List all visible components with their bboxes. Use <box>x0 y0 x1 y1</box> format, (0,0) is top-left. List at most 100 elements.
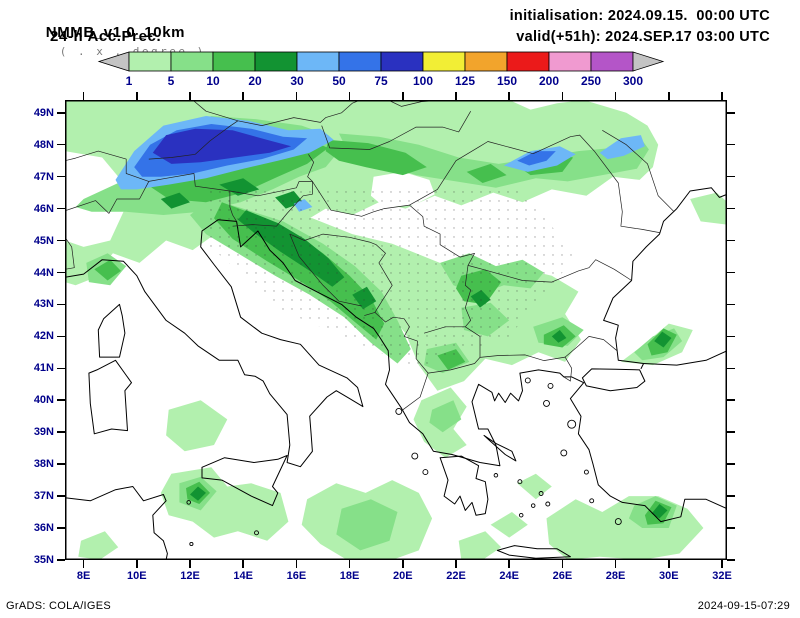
lon-tick-label: 8E <box>76 570 91 582</box>
precip-region-level-4 <box>654 331 672 348</box>
country-border <box>299 154 315 182</box>
country-border <box>232 181 313 227</box>
colorbar-tick-label: 150 <box>497 74 517 88</box>
lat-tick-label: 46N <box>33 202 54 215</box>
island-outline <box>560 449 568 457</box>
lon-tick-top <box>242 92 244 100</box>
lon-tick-label: 32E <box>712 570 732 582</box>
lon-tick <box>508 560 510 568</box>
colorbar-cell <box>380 51 424 72</box>
lat-tick <box>57 143 65 146</box>
lon-tick-label: 18E <box>339 570 360 582</box>
colorbar-cell <box>548 51 592 72</box>
island-outline <box>422 469 429 476</box>
country-border <box>289 233 393 316</box>
lat-tick-right <box>727 495 735 497</box>
header-right: initialisation: 2024.09.15. 00:00 UTC va… <box>510 6 770 48</box>
lon-tick-top <box>721 92 723 100</box>
lat-tick-label: 40N <box>33 394 54 407</box>
lat-tick-right <box>727 271 735 274</box>
colorbar-arrow-right <box>632 51 665 72</box>
lon-tick-top <box>508 92 510 100</box>
coastline <box>643 350 727 366</box>
lat-tick-label: 39N <box>33 426 54 439</box>
colorbar-cell <box>170 51 214 72</box>
colorbar-tick-label: 100 <box>413 74 433 88</box>
lon-tick-top <box>295 92 298 100</box>
lon-tick <box>82 560 85 568</box>
lon-tick <box>614 560 617 568</box>
colorbar-cell <box>296 51 340 72</box>
coastline <box>65 219 727 523</box>
lon-tick-top <box>189 92 191 100</box>
colorbar-cell <box>338 51 382 72</box>
lat-tick-right <box>727 463 735 465</box>
lon-tick-top <box>614 92 617 100</box>
precip-region-level-1 <box>690 192 727 225</box>
lon-tick-label: 22E <box>446 570 466 582</box>
lon-tick <box>455 560 457 568</box>
island-outline <box>538 491 544 496</box>
colorbar-tick-label: 50 <box>332 74 346 88</box>
country-border <box>409 134 660 233</box>
precip-region-level-2 <box>336 499 398 551</box>
colorbar-cell <box>212 51 256 72</box>
lon-tick-label: 28E <box>605 570 626 582</box>
colorbar-tick-label: 75 <box>374 74 388 88</box>
coastline <box>97 303 126 358</box>
lon-tick-label: 10E <box>127 570 147 582</box>
lat-tick-right <box>727 207 735 210</box>
lon-tick-top <box>455 92 457 100</box>
country-border <box>229 191 237 222</box>
lat-tick <box>57 527 65 529</box>
colorbar-cell <box>464 51 508 72</box>
lat-tick-right <box>727 175 735 178</box>
precip-region-level-2 <box>339 133 649 188</box>
model-grid-dots <box>203 189 576 369</box>
lon-tick-top <box>82 92 85 100</box>
product-label: 24-h Acc.Prec. <box>50 28 162 45</box>
precip-region-level-5 <box>599 135 645 160</box>
colorbar-cell <box>254 51 298 72</box>
country-border <box>148 120 239 160</box>
lat-tick-right <box>727 431 735 433</box>
lat-tick-label: 37N <box>33 490 54 503</box>
lat-tick-right <box>727 367 735 370</box>
lon-tick <box>242 560 244 568</box>
lat-tick <box>57 335 65 338</box>
lon-tick <box>295 560 298 568</box>
dry-gap <box>562 211 617 239</box>
colorbar-tick-label: 1 <box>126 74 133 88</box>
coastline <box>88 359 132 435</box>
country-border <box>409 204 632 283</box>
island-outline <box>543 399 550 407</box>
lon-tick <box>136 560 138 568</box>
lon-tick <box>561 560 564 568</box>
country-border <box>289 233 362 307</box>
lon-tick-top <box>136 92 138 100</box>
precipitation-map <box>65 100 727 560</box>
coastline <box>439 455 489 516</box>
lat-tick <box>57 239 65 242</box>
island-outline <box>411 452 419 460</box>
colorbar-arrow-left <box>97 51 130 72</box>
lat-tick <box>57 431 65 433</box>
island-outline <box>395 407 403 415</box>
lat-tick-label: 48N <box>33 138 54 151</box>
lon-tick-top <box>561 92 564 100</box>
island-outline <box>567 419 577 429</box>
lat-tick <box>57 303 65 306</box>
lon-tick-label: 12E <box>180 570 200 582</box>
colorbar-tick-label: 250 <box>581 74 601 88</box>
colorbar-tick-label: 5 <box>168 74 175 88</box>
island-outline <box>254 530 259 536</box>
creation-timestamp: 2024-09-15-07:29 <box>697 600 790 612</box>
lat-tick-label: 42N <box>33 330 54 343</box>
coastline <box>496 545 571 559</box>
lon-tick-top <box>348 92 351 100</box>
lat-tick-label: 35N <box>33 553 54 566</box>
lon-tick <box>189 560 191 568</box>
precip-region-level-1 <box>166 400 228 452</box>
lat-tick-label: 41N <box>33 362 54 375</box>
